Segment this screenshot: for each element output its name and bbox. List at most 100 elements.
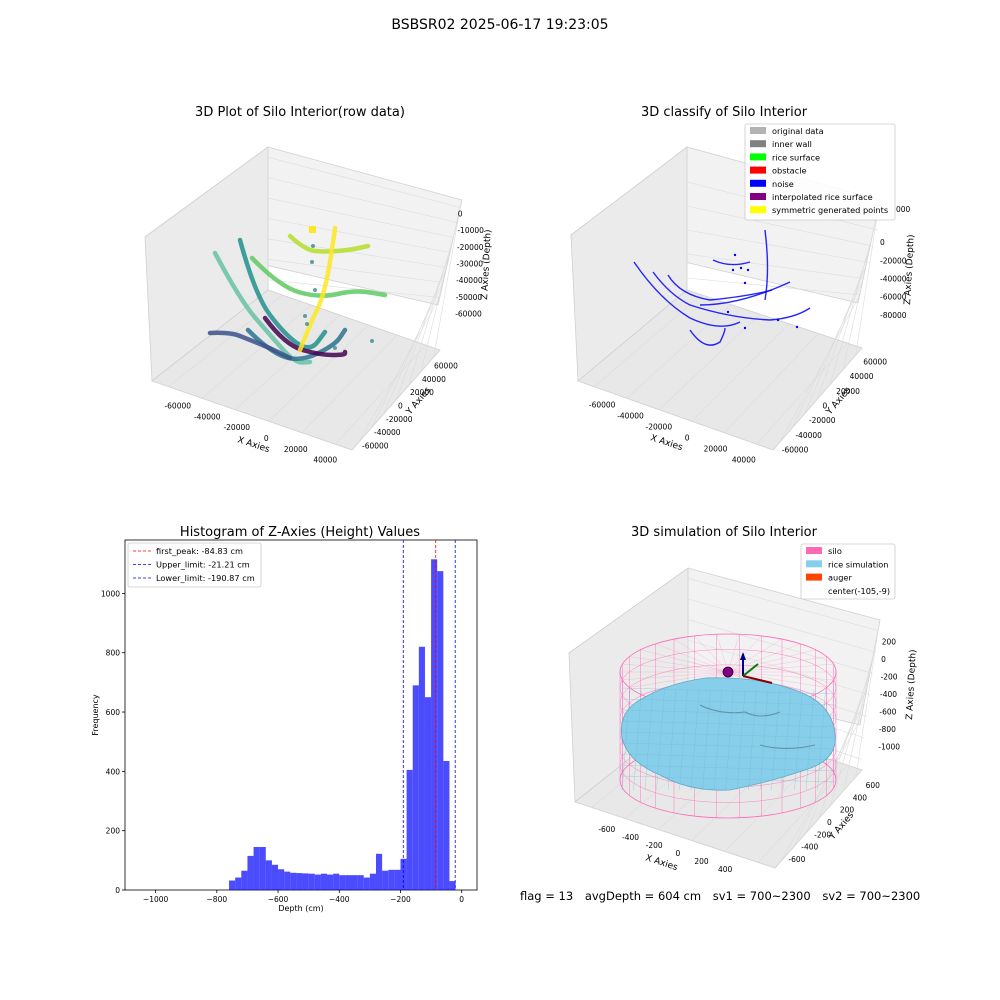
panel1-ytick: 40000	[422, 375, 446, 384]
panel2-noise-point	[795, 325, 799, 329]
histogram-bar	[314, 874, 321, 890]
panel1-stray-point	[311, 244, 315, 248]
panel4-ztick: 0	[881, 655, 886, 664]
panel3-ytick: 200	[106, 827, 121, 836]
panel3-tick-labels: −1000 −800 −600 −400 −200 0 0 200 400 600 800 1000	[101, 589, 464, 904]
panel3-ytick: 600	[106, 708, 121, 717]
silo-top-spoke	[694, 635, 729, 673]
panel1-arc-7	[207, 330, 293, 361]
rice-mesh-line	[656, 689, 665, 791]
histogram-bar	[369, 873, 376, 890]
rice-mesh-line	[633, 689, 642, 791]
silo-top-spoke	[727, 663, 834, 673]
histogram-bar	[265, 860, 272, 890]
rice-mesh-line	[725, 689, 734, 791]
histogram-bar	[431, 559, 438, 890]
status-footer: flag = 13 avgDepth = 604 cm sv1 = 700~23…	[520, 889, 928, 903]
panel2-title: 3D classify of Silo Interior	[641, 105, 808, 120]
panel2-zlabel: Z Axies (Depth)	[903, 234, 917, 305]
panel2-legend-swatch	[750, 140, 766, 148]
panel2-xtick: 20000	[704, 445, 728, 454]
silo-top-spoke	[629, 671, 729, 688]
histogram-bar	[443, 760, 450, 890]
panel2-noise-points	[633, 229, 811, 346]
rice-mesh-line	[713, 689, 723, 791]
panel2-legend-swatch	[750, 166, 766, 174]
panel1-ztick: -60000	[455, 310, 482, 319]
panel4-xtick: 200	[694, 857, 709, 866]
panel1-xtick: -20000	[223, 423, 250, 432]
panel1-xtick: -40000	[194, 412, 221, 421]
silo-top-spoke	[727, 656, 827, 673]
rice-mesh-line	[782, 689, 792, 791]
panel4-title: 3D simulation of Silo Interior	[631, 525, 818, 540]
panel2-noise-arc	[689, 327, 726, 346]
figure-suptitle: BSBSR02 2025-06-17 19:23:05	[391, 17, 609, 33]
panel4-ztick: -800	[879, 725, 896, 734]
panel2-legend-label: obstacle	[772, 166, 807, 176]
panel2-ztick-top: 000	[896, 205, 911, 214]
panel2-noise-arc	[667, 274, 773, 301]
histogram-bar	[296, 873, 303, 890]
panel4-ytick: 600	[866, 781, 881, 790]
auger-markers	[722, 652, 773, 684]
rice-ridge	[699, 704, 781, 717]
panel4-ztick: 200	[882, 638, 897, 647]
panel2-noise-arc	[699, 281, 791, 306]
panel2-ytick: 60000	[863, 357, 887, 366]
panel1-ytick: -40000	[374, 428, 401, 437]
histogram-bar	[345, 875, 352, 890]
histogram-bar	[278, 869, 285, 890]
panel3-title: Histogram of Z-Axies (Height) Values	[180, 525, 420, 540]
histogram-bar	[284, 871, 291, 890]
panel1-ytick: -60000	[362, 441, 389, 450]
panel2-noise-point	[743, 326, 747, 330]
flag-text: flag = 13	[520, 889, 574, 903]
panel3-xtick: −1000	[143, 895, 169, 904]
panel4-xlabel: X Axies	[644, 853, 679, 873]
panel4-xtick: -200	[646, 841, 663, 850]
panel4-ztick: -1000	[878, 742, 900, 751]
panel2-noise-arc	[633, 261, 741, 327]
panel2-noise-point	[743, 281, 747, 285]
rice-mesh-line	[759, 689, 769, 791]
rice-mesh-line	[644, 689, 654, 791]
silo-top-spoke	[716, 634, 729, 673]
sv2-text: sv2 = 700~2300	[822, 889, 921, 903]
panel-raw-3d: 3D Plot of Silo Interior(row data) -6000…	[144, 105, 494, 465]
panel1-ytick: 0	[398, 402, 403, 411]
histogram-bar	[259, 846, 266, 890]
panel3-xtick: −400	[329, 895, 350, 904]
histogram-bar	[418, 646, 425, 890]
panel-classify-3d: 3D classify of Silo Interior -60000 -4000…	[570, 105, 917, 465]
panel1-ztick: -40000	[456, 276, 483, 285]
histogram-bar	[253, 846, 260, 890]
rice-mesh-line	[621, 753, 837, 761]
rice-mesh-line	[621, 687, 837, 695]
silo-top-spoke	[727, 635, 762, 673]
rice-ridge	[759, 744, 816, 749]
panel3-xtick: 0	[459, 895, 464, 904]
panel1-arc-3	[237, 237, 328, 350]
histogram-bar	[382, 870, 389, 890]
panel2-ytick: -40000	[795, 431, 822, 440]
panel2-legend-swatch	[750, 127, 766, 134]
panel3-ytick: 400	[106, 767, 121, 776]
rice-mesh-line	[690, 689, 700, 791]
panel2-legend-swatch	[750, 153, 766, 161]
panel2-noise-point	[726, 310, 730, 314]
panel2-xtick: -60000	[589, 401, 616, 410]
panel4-xtick: 400	[718, 865, 733, 874]
panel2-xtick: 40000	[732, 456, 756, 465]
panel2-xlabel: X Axies	[649, 433, 684, 453]
panel2-noise-point	[733, 253, 737, 257]
panel1-stray-point	[303, 314, 307, 318]
panel2-noise-arc	[764, 229, 769, 301]
panel4-legend-swatch	[806, 560, 822, 568]
panel1-ztick: 0	[458, 209, 463, 218]
histogram-bar	[290, 872, 297, 890]
panel2-noise-arc	[652, 271, 811, 321]
panel1-arc-6	[287, 233, 371, 254]
panel1-xtick: 20000	[284, 445, 308, 454]
panel4-xtick: -600	[598, 825, 615, 834]
